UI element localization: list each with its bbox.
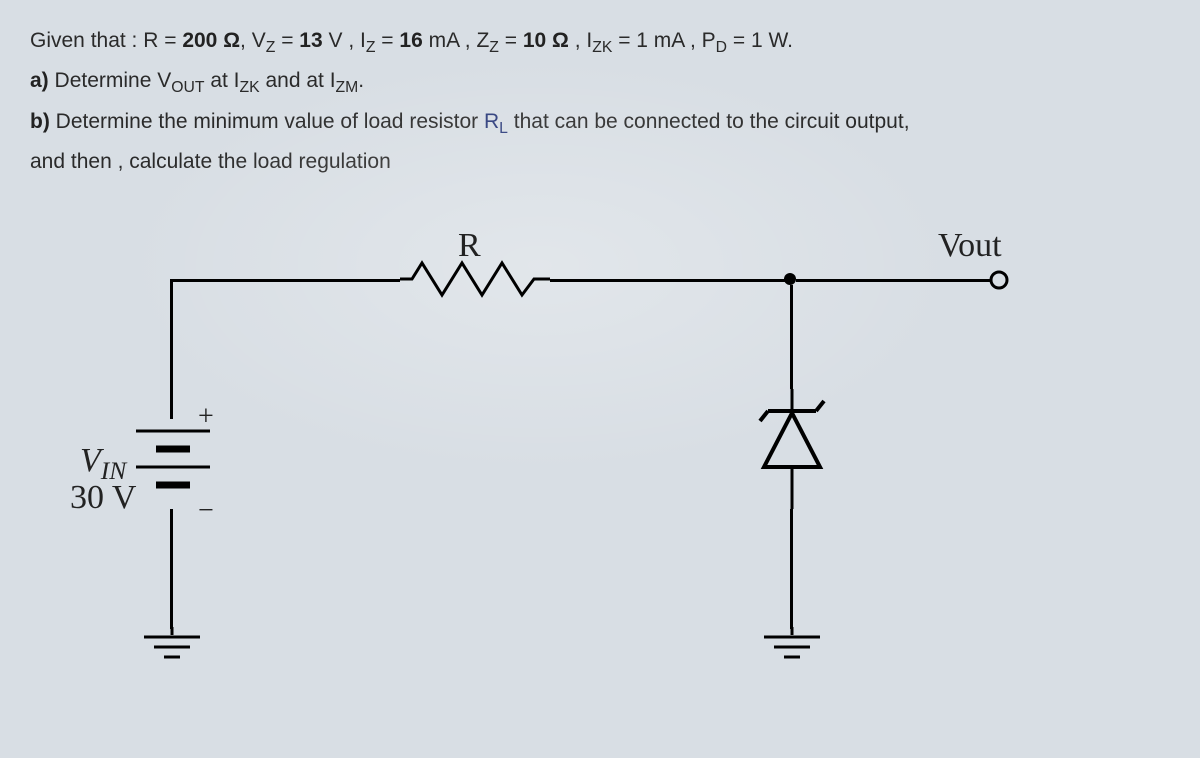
ground-left [140,627,204,667]
wire-left-lower [170,509,173,629]
resistor-symbol [400,259,550,299]
given-line: Given that : R = 200 Ω, VZ = 13 V , IZ =… [30,24,1170,60]
part-b-line1: b) Determine the minimum value of load r… [30,105,1170,141]
ground-right [760,627,824,667]
part-a: a) Determine VOUT at IZK and at IZM. [30,64,1170,100]
vout-label: Vout [938,219,1002,273]
problem-statement: Given that : R = 200 Ω, VZ = 13 V , IZ =… [30,24,1170,179]
wire-top-right [796,279,990,282]
wire-zener-lower [790,509,793,629]
wire-left-upper [170,279,173,419]
vin-value: 30 V [70,471,136,525]
wire-zener-upper [790,285,793,389]
vout-terminal [988,269,1010,291]
zener-diode [750,389,834,509]
circuit-diagram: R Vout + [70,209,1070,689]
node-top [783,272,797,286]
wire-top-left [170,279,400,282]
part-b-line2: and then , calculate the load regulation [30,145,1170,179]
wire-top-mid [550,279,790,282]
battery-minus: − [198,489,214,534]
